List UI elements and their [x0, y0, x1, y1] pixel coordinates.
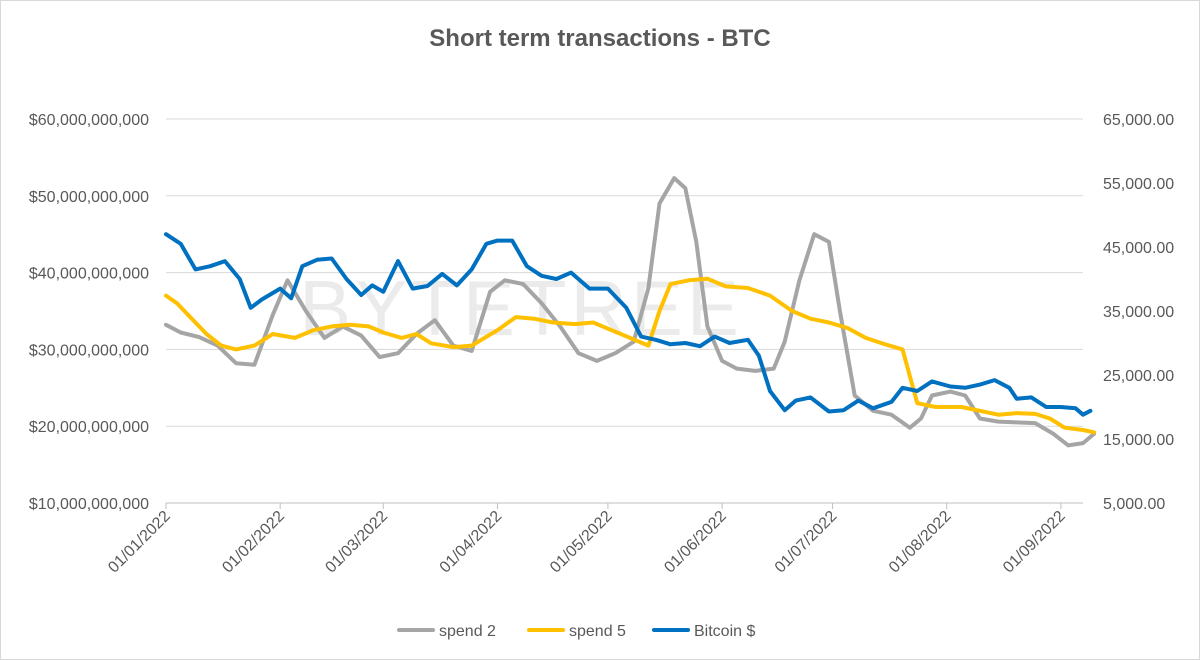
x-tick-label: 01/04/2022 — [437, 508, 506, 577]
x-tick-label: 01/07/2022 — [772, 508, 841, 577]
x-tick-label: 01/03/2022 — [322, 508, 391, 577]
left-tick-label: $60,000,000,000 — [29, 112, 149, 129]
right-tick-label: 25,000.00 — [1103, 368, 1174, 385]
left-tick-label: $20,000,000,000 — [29, 419, 149, 436]
right-tick-label: 55,000.00 — [1103, 176, 1174, 193]
right-axis-ticks: 5,000.00 15,000.00 25,000.00 35,000.00 45,00… — [1103, 112, 1174, 513]
x-tick-label: 01/01/2022 — [105, 508, 174, 577]
left-tick-label: $40,000,000,000 — [29, 266, 149, 283]
series-line-spend-5 — [164, 276, 1096, 435]
x-tick-label: 01/06/2022 — [661, 508, 730, 577]
left-tick-label: $10,000,000,000 — [29, 496, 149, 513]
x-tick-label: 01/05/2022 — [547, 508, 616, 577]
right-tick-label: 65,000.00 — [1103, 112, 1174, 129]
right-tick-label: 35,000.00 — [1103, 304, 1174, 321]
legend-label: spend 5 — [569, 623, 626, 640]
legend: spend 2 spend 5 Bitcoin $ — [397, 623, 755, 640]
x-tick-label: 01/02/2022 — [219, 508, 288, 577]
x-tick-label: 01/09/2022 — [1000, 508, 1069, 577]
series-line-spend-2 — [164, 176, 1096, 448]
right-tick-label: 15,000.00 — [1103, 432, 1174, 449]
series-lines — [164, 176, 1096, 448]
right-tick-label: 45,000.00 — [1103, 240, 1174, 257]
x-axis: 01/01/2022 01/02/2022 01/03/2022 01/04/2022… — [105, 503, 1069, 576]
legend-label: spend 2 — [439, 623, 496, 640]
right-tick-label: 5,000.00 — [1103, 496, 1165, 513]
x-tick-label: 01/08/2022 — [886, 508, 955, 577]
left-tick-label: $30,000,000,000 — [29, 342, 149, 359]
watermark-text: BYTETREE — [299, 264, 743, 352]
legend-label: Bitcoin $ — [694, 623, 755, 640]
left-axis-ticks: $10,000,000,000 $20,000,000,000 $30,000,00… — [29, 112, 149, 513]
chart-title: Short term transactions - BTC — [429, 25, 770, 52]
series-line-bitcoin — [164, 232, 1093, 417]
left-tick-label: $50,000,000,000 — [29, 189, 149, 206]
